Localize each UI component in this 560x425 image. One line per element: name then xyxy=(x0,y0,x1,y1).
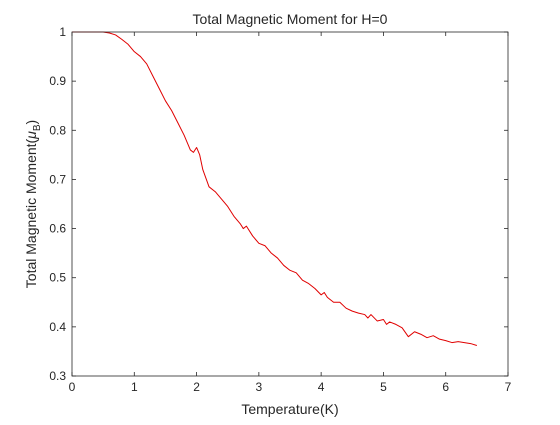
y-tick-label: 0.3 xyxy=(49,369,66,383)
series-layer xyxy=(72,31,478,347)
x-axis-label: Temperature(K) xyxy=(241,401,338,417)
y-axis-label-symbol: μ xyxy=(23,131,39,140)
y-tick-label: 0.8 xyxy=(49,123,66,137)
y-axis-label-text: Total Magnetic Moment( xyxy=(23,138,39,288)
y-tick-label: 0.6 xyxy=(49,222,66,236)
plot-area xyxy=(72,32,508,376)
x-tick-label: 0 xyxy=(69,380,76,394)
y-axis-label-close: ) xyxy=(23,120,39,125)
series-line xyxy=(72,31,478,347)
y-tick-label: 0.7 xyxy=(49,172,66,186)
x-tick-label: 7 xyxy=(505,380,512,394)
y-tick-label: 0.5 xyxy=(49,271,66,285)
x-tick-label: 3 xyxy=(256,380,263,394)
y-axis-label: Total Magnetic Moment(μB) xyxy=(23,120,43,288)
y-tick-label: 1 xyxy=(59,25,66,39)
y-axis-label-subscript: B xyxy=(32,124,43,131)
y-tick-label: 0.4 xyxy=(49,320,66,334)
y-tick-label: 0.9 xyxy=(49,74,66,88)
x-tick-label: 2 xyxy=(193,380,200,394)
x-tick-label: 4 xyxy=(318,380,325,394)
chart-title: Total Magnetic Moment for H=0 xyxy=(193,11,388,27)
axes-box xyxy=(71,31,509,377)
x-tick-label: 5 xyxy=(380,380,387,394)
x-tick-label: 1 xyxy=(131,380,138,394)
x-tick-label: 6 xyxy=(442,380,449,394)
ticks-layer: 0 1 2 3 4 5 6 7 0.3 0.4 0.5 0.6 0.7 0.8 0.9 1 xyxy=(49,25,511,394)
